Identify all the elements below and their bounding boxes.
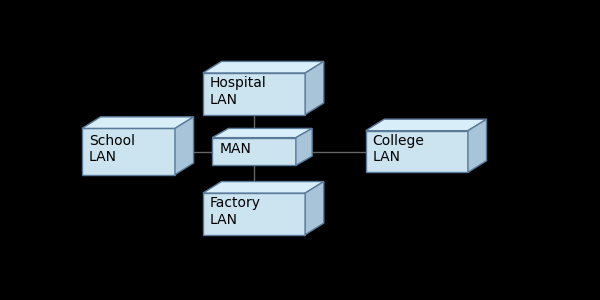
Polygon shape: [82, 117, 194, 128]
Bar: [203, 73, 305, 115]
Text: School
LAN: School LAN: [89, 134, 135, 164]
Bar: [365, 131, 468, 172]
Polygon shape: [305, 61, 324, 115]
Polygon shape: [203, 61, 324, 73]
Bar: [212, 138, 296, 165]
Bar: [203, 193, 305, 235]
Text: Factory
LAN: Factory LAN: [210, 196, 261, 227]
Bar: [82, 128, 175, 175]
Text: Hospital
LAN: Hospital LAN: [210, 76, 266, 106]
Polygon shape: [365, 119, 487, 131]
Polygon shape: [296, 128, 312, 165]
Text: College
LAN: College LAN: [373, 134, 424, 164]
Polygon shape: [305, 182, 324, 235]
Text: MAN: MAN: [219, 142, 251, 156]
Polygon shape: [212, 128, 312, 138]
Polygon shape: [468, 119, 487, 172]
Polygon shape: [203, 182, 324, 193]
Polygon shape: [175, 117, 194, 175]
